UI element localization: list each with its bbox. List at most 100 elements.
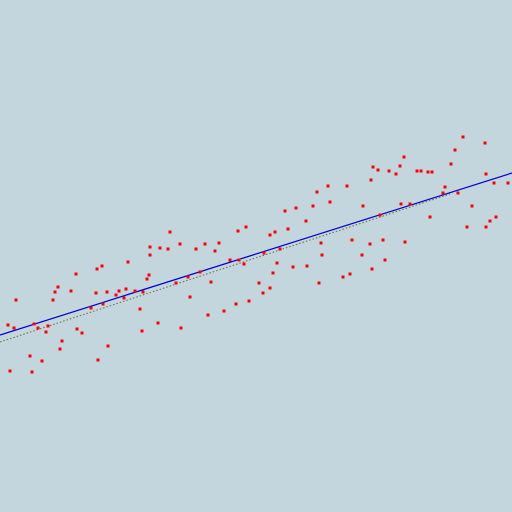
data-point xyxy=(304,219,308,223)
data-point xyxy=(383,258,387,262)
data-point xyxy=(28,354,32,358)
data-point xyxy=(415,169,419,173)
data-point xyxy=(53,290,57,294)
data-point xyxy=(69,289,73,293)
data-point xyxy=(370,267,374,271)
data-point xyxy=(147,273,151,277)
data-point xyxy=(483,141,487,145)
data-point xyxy=(319,241,323,245)
data-point xyxy=(74,272,78,276)
data-point xyxy=(14,298,18,302)
data-point xyxy=(360,253,364,257)
data-point xyxy=(209,280,213,284)
data-point xyxy=(387,169,391,173)
data-point xyxy=(484,172,488,176)
data-point xyxy=(58,347,62,351)
data-point xyxy=(428,215,432,219)
data-point xyxy=(75,327,79,331)
data-point xyxy=(461,135,465,139)
data-point xyxy=(368,242,372,246)
data-point xyxy=(247,299,251,303)
data-point xyxy=(60,339,64,343)
data-point xyxy=(186,275,190,279)
data-point xyxy=(399,202,403,206)
data-point xyxy=(94,291,98,295)
data-point xyxy=(402,155,406,159)
data-point xyxy=(106,344,110,348)
data-point xyxy=(44,330,48,334)
data-point xyxy=(419,169,423,173)
data-point xyxy=(114,293,118,297)
data-point xyxy=(494,215,498,219)
data-point xyxy=(138,307,142,311)
data-point xyxy=(449,162,453,166)
data-point xyxy=(268,233,272,237)
data-point xyxy=(294,206,298,210)
data-point xyxy=(305,264,309,268)
data-point xyxy=(36,326,40,330)
data-point xyxy=(174,281,178,285)
data-point xyxy=(320,253,324,257)
data-point xyxy=(350,238,354,242)
data-point xyxy=(237,258,241,262)
data-point xyxy=(403,240,407,244)
data-point xyxy=(291,265,295,269)
data-point xyxy=(345,184,349,188)
data-point xyxy=(311,204,315,208)
data-point xyxy=(8,369,12,373)
data-point xyxy=(168,230,172,234)
data-point xyxy=(453,148,457,152)
data-points-layer xyxy=(6,135,510,374)
data-point xyxy=(492,181,496,185)
data-point xyxy=(179,326,183,330)
data-point xyxy=(95,267,99,271)
data-point xyxy=(12,326,16,330)
data-point xyxy=(101,302,105,306)
fit-line-layer xyxy=(0,172,512,336)
data-point xyxy=(484,225,488,229)
data-point xyxy=(376,168,380,172)
data-point xyxy=(361,204,365,208)
data-point xyxy=(398,164,402,168)
data-point xyxy=(369,178,373,182)
data-point xyxy=(206,313,210,317)
data-point xyxy=(441,191,445,195)
data-point xyxy=(371,165,375,169)
data-point xyxy=(140,329,144,333)
data-point xyxy=(426,170,430,174)
data-point xyxy=(257,281,261,285)
data-point xyxy=(222,309,226,313)
data-point xyxy=(268,286,272,290)
data-point xyxy=(141,290,145,294)
data-point xyxy=(261,291,265,295)
data-point xyxy=(443,185,447,189)
regression-line xyxy=(0,172,512,336)
data-point xyxy=(126,260,130,264)
data-point xyxy=(158,246,162,250)
data-point xyxy=(148,245,152,249)
data-point xyxy=(40,359,44,363)
data-point xyxy=(178,242,182,246)
data-point xyxy=(286,227,290,231)
data-point xyxy=(30,370,34,374)
data-point xyxy=(317,281,321,285)
data-point xyxy=(271,271,275,275)
data-point xyxy=(80,331,84,335)
data-point xyxy=(273,230,277,234)
data-point xyxy=(56,285,60,289)
data-point xyxy=(100,264,104,268)
data-point xyxy=(124,287,128,291)
data-point xyxy=(328,200,332,204)
data-point xyxy=(506,181,510,185)
data-point xyxy=(32,322,36,326)
data-point xyxy=(465,225,469,229)
data-point xyxy=(213,249,217,253)
data-point xyxy=(148,253,152,257)
data-point xyxy=(51,298,55,302)
data-point xyxy=(488,219,492,223)
data-point xyxy=(315,190,319,194)
data-point xyxy=(244,225,248,229)
data-point xyxy=(166,247,170,251)
